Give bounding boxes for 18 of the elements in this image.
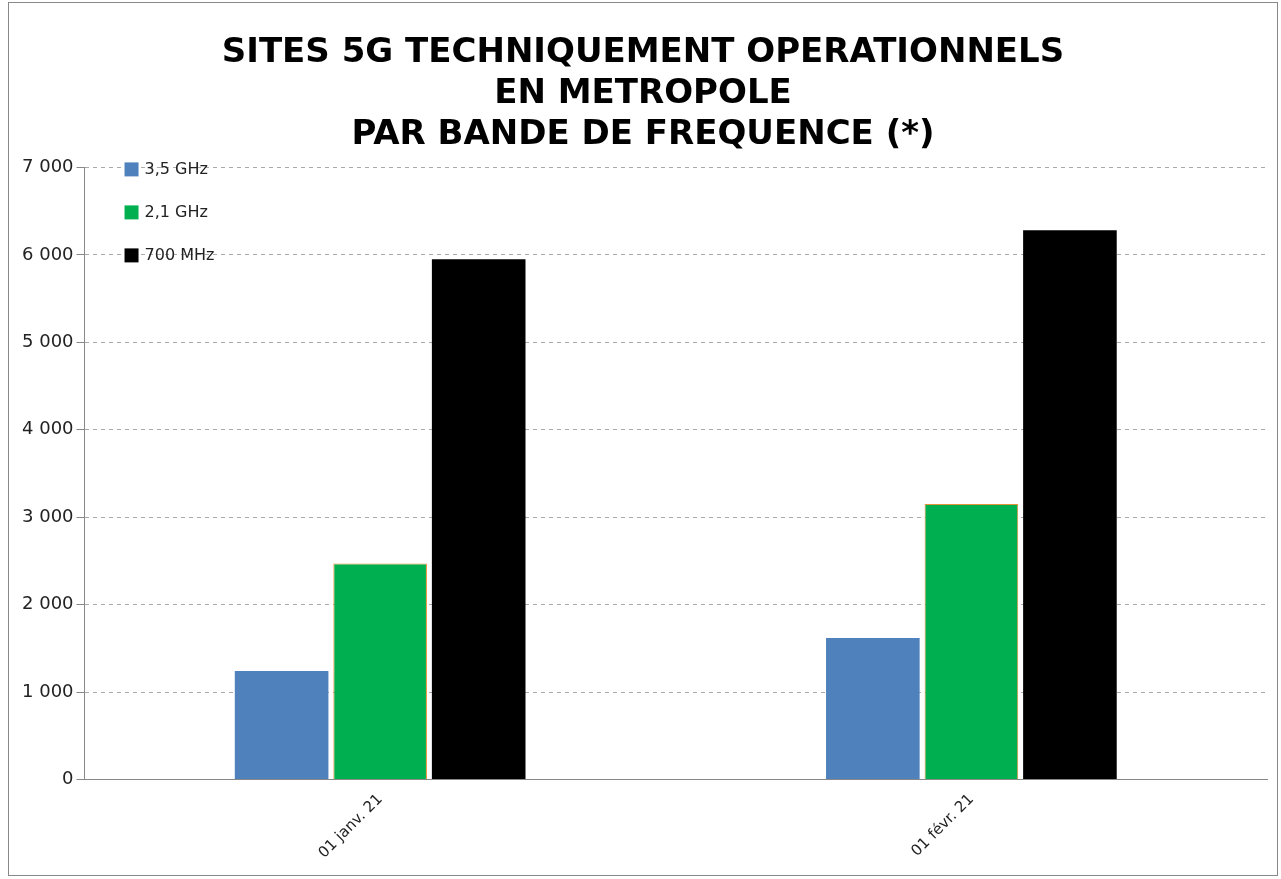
legend-label: 700 MHz bbox=[144, 244, 215, 264]
text: PAR BANDE DE FREQUENCE (*) bbox=[351, 111, 935, 152]
y-tick-label: 1 000 bbox=[22, 679, 74, 701]
y-tick-label: 4 000 bbox=[22, 417, 74, 439]
bar bbox=[1023, 230, 1117, 780]
text: EN METROPOLE bbox=[494, 71, 792, 112]
legend-label: 3,5 GHz bbox=[144, 158, 208, 178]
y-tick-label: 7 000 bbox=[22, 155, 74, 177]
bar bbox=[234, 671, 329, 780]
bar bbox=[431, 259, 526, 780]
y-tick-label: 3 000 bbox=[22, 504, 74, 526]
legend-label: 2,1 GHz bbox=[144, 201, 208, 221]
y-tick-label: 5 000 bbox=[22, 329, 74, 351]
y-tick-label: 2 000 bbox=[22, 592, 74, 614]
text: SITES 5G TECHNIQUEMENT OPERATIONNELS bbox=[221, 30, 1065, 71]
y-tick-label: 0 bbox=[62, 767, 74, 789]
bar bbox=[826, 637, 920, 780]
y-tick-label: 6 000 bbox=[22, 242, 74, 264]
